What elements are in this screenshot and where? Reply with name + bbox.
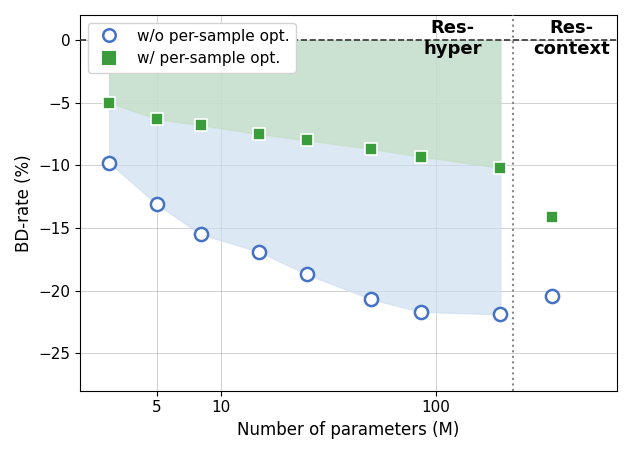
w/o per-sample opt. [152, 201, 162, 208]
w/ per-sample opt. [416, 153, 426, 160]
w/ per-sample opt. [301, 137, 312, 144]
w/ per-sample opt. [254, 130, 264, 138]
X-axis label: Number of parameters (M): Number of parameters (M) [238, 421, 460, 439]
w/o per-sample opt. [416, 308, 426, 316]
w/ per-sample opt. [366, 145, 376, 153]
w/o per-sample opt. [366, 296, 376, 303]
w/ per-sample opt. [104, 99, 114, 106]
w/o per-sample opt. [195, 231, 205, 238]
w/ per-sample opt. [495, 164, 506, 172]
Point [547, 292, 557, 299]
Y-axis label: BD-rate (%): BD-rate (%) [15, 154, 33, 252]
Text: Res-
context: Res- context [533, 19, 610, 58]
w/o per-sample opt. [495, 311, 506, 318]
Legend: w/o per-sample opt., w/ per-sample opt.: w/o per-sample opt., w/ per-sample opt. [88, 23, 296, 73]
w/ per-sample opt. [152, 115, 162, 123]
Text: Res-
hyper: Res- hyper [423, 19, 482, 58]
w/o per-sample opt. [254, 248, 264, 255]
w/ per-sample opt. [195, 122, 205, 129]
Point [547, 213, 557, 220]
w/o per-sample opt. [104, 159, 114, 167]
w/o per-sample opt. [301, 271, 312, 278]
